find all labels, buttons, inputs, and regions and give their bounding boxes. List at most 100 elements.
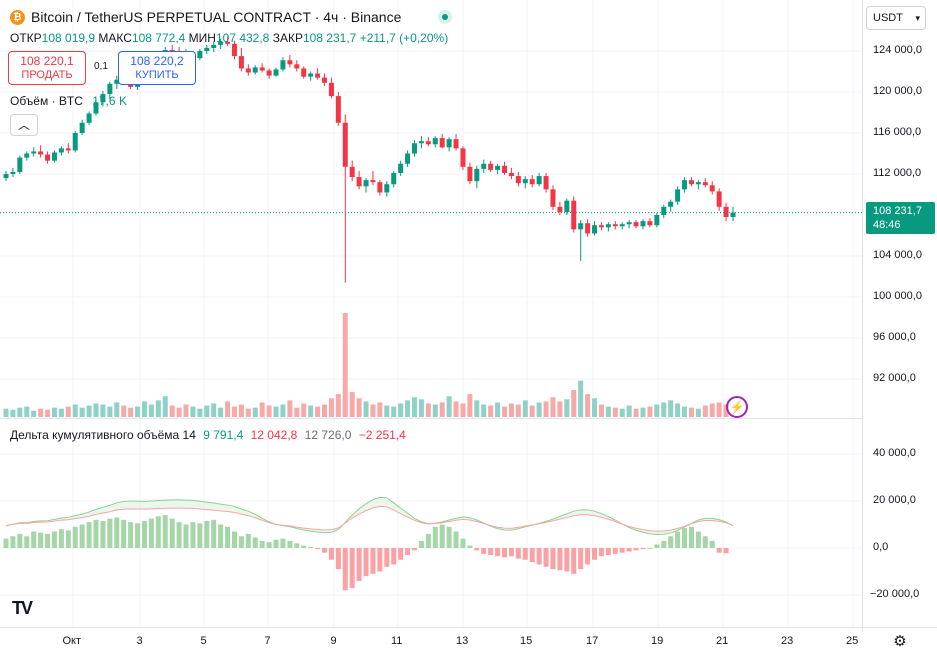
delta-bar (218, 524, 224, 548)
volume-bar (481, 404, 487, 417)
low-value: 107 432,8 (215, 31, 270, 45)
delta-bar (308, 546, 314, 548)
volume-bar (231, 406, 237, 417)
volume-bar (135, 406, 141, 417)
candle-body (550, 189, 556, 207)
volume-bar (79, 407, 85, 417)
volume-bar (315, 406, 321, 417)
symbol-title[interactable]: Bitcoin / TetherUS PERPETUAL CONTRACT · … (31, 9, 402, 25)
delta-bar (301, 545, 307, 548)
volume-bar (31, 410, 37, 417)
collapse-legend-button[interactable]: ︿ (10, 114, 38, 136)
delta-bar (328, 548, 334, 560)
cvd-band-fill (6, 497, 733, 535)
volume-bar (702, 405, 708, 417)
delta-bar (488, 548, 494, 556)
delta-bar (633, 548, 639, 551)
volume-bar (695, 408, 701, 417)
candle-body (266, 70, 272, 76)
candle-body (682, 180, 688, 190)
settings-gear-icon[interactable]: ⚙ (893, 633, 907, 650)
candle-body (65, 148, 71, 151)
delta-bar (682, 528, 688, 548)
delta-bar (460, 538, 466, 548)
delta-bar (342, 548, 348, 591)
volume-bar (675, 403, 681, 417)
delta-bar (605, 548, 611, 556)
indicator-legend[interactable]: Дельта кумулятивного объёма 14 9 791,4 1… (10, 428, 406, 442)
candle-body (197, 51, 203, 59)
volume-bar (24, 406, 30, 417)
market-status-icon[interactable] (438, 10, 452, 24)
candle-body (315, 73, 321, 78)
cvd-lower-line (5, 505, 734, 532)
volume-bar (176, 407, 182, 417)
candle-body (218, 41, 224, 45)
delta-bar (432, 526, 438, 548)
volume-bar (571, 389, 577, 417)
delta-bar (571, 548, 577, 574)
indicator-name: Дельта кумулятивного объёма 14 (10, 428, 196, 442)
delta-bar (619, 548, 625, 553)
volume-label: Объём · BTC (10, 94, 83, 108)
candle-body (418, 141, 424, 144)
volume-bar (252, 407, 258, 417)
candle-body (695, 182, 701, 185)
delta-bar (266, 542, 272, 548)
delta-bar (238, 536, 244, 548)
candle-body (564, 200, 570, 212)
volume-bar (58, 408, 64, 417)
delta-bar (702, 536, 708, 548)
candle-body (578, 223, 584, 230)
delta-bar (58, 529, 64, 548)
volume-legend[interactable]: Объём · BTC 17,6 K (10, 94, 127, 108)
time-tick-label: 19 (651, 635, 664, 647)
candle-body (245, 68, 251, 73)
volume-bar (287, 400, 293, 417)
volume-bar (598, 404, 604, 417)
candle-body (585, 223, 591, 234)
bar-countdown: 48:46 (873, 218, 901, 231)
tradingview-logo[interactable]: TV (12, 598, 33, 618)
candle-body (474, 168, 480, 182)
candle-body (709, 185, 715, 192)
lightning-icon[interactable]: ⚡ (726, 396, 748, 418)
volume-bar (550, 397, 556, 417)
last-price-tag[interactable]: 108 231,7 48:46 (866, 201, 935, 234)
currency-button[interactable]: USDT ▾ (866, 6, 926, 30)
volume-bar (585, 394, 591, 417)
candle-body (405, 153, 411, 164)
sell-button[interactable]: 108 220,1 ПРОДАТЬ (8, 51, 86, 85)
volume-bar (578, 380, 584, 417)
price-tick-label: 116 000,0 (873, 126, 922, 138)
delta-bar (38, 532, 44, 548)
candle-body (328, 82, 334, 97)
delta-bar (598, 548, 604, 557)
delta-bar (508, 548, 514, 557)
delta-bar (225, 526, 231, 548)
volume-bar (169, 405, 175, 417)
candle-body (488, 163, 494, 170)
candle-body (287, 60, 293, 65)
volume-bar (446, 396, 452, 417)
delta-bar (294, 543, 300, 548)
volume-bar (626, 405, 632, 417)
volume-bar (65, 406, 71, 417)
volume-bar (308, 405, 314, 417)
candle-body (425, 141, 431, 145)
delta-bar (107, 518, 113, 548)
volume-bar (398, 403, 404, 417)
volume-bar (328, 398, 334, 417)
volume-bar (301, 403, 307, 417)
volume-bar (107, 406, 113, 417)
volume-bar (619, 408, 625, 417)
volume-bar (72, 404, 78, 417)
candle-body (3, 174, 9, 179)
buy-button[interactable]: 108 220,2 КУПИТЬ (118, 51, 196, 85)
volume-bar (321, 404, 327, 417)
indicator-tick-label: 40 000,0 (873, 447, 916, 459)
candle-body (391, 172, 397, 185)
volume-bar (342, 313, 348, 417)
volume-bar (45, 409, 51, 417)
